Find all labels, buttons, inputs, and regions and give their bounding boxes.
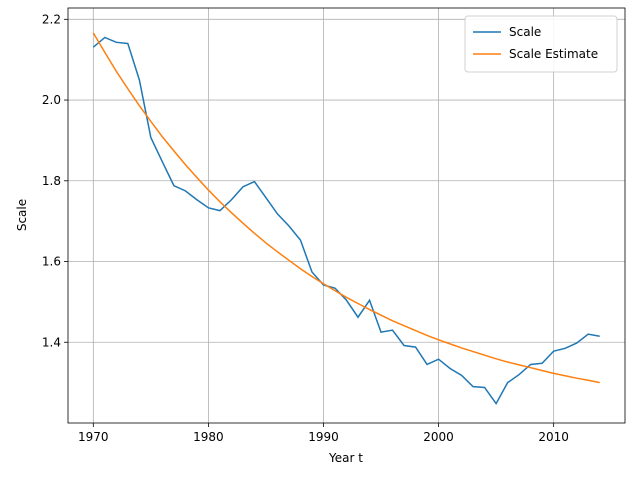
y-tick-label: 2.0 — [42, 93, 61, 107]
y-tick-label: 1.8 — [42, 174, 61, 188]
x-tick-label: 2000 — [423, 430, 454, 444]
y-tick-label: 1.4 — [42, 335, 61, 349]
x-axis-label: Year t — [328, 451, 363, 465]
x-tick-label: 1970 — [78, 430, 109, 444]
legend-box — [464, 15, 618, 73]
line-series — [92, 36, 600, 406]
x-tick-label: 1980 — [193, 430, 224, 444]
legend-label: Scale — [509, 25, 541, 39]
x-tick-label: 1990 — [308, 430, 339, 444]
y-tick-label: 1.6 — [42, 255, 61, 269]
y-tick-label: 2.2 — [42, 12, 61, 26]
x-tick-label: 2010 — [538, 430, 569, 444]
plot-frame — [67, 7, 626, 424]
y-axis-label: Scale — [15, 199, 29, 231]
line-series — [92, 32, 600, 384]
legend-label: Scale Estimate — [509, 47, 598, 61]
